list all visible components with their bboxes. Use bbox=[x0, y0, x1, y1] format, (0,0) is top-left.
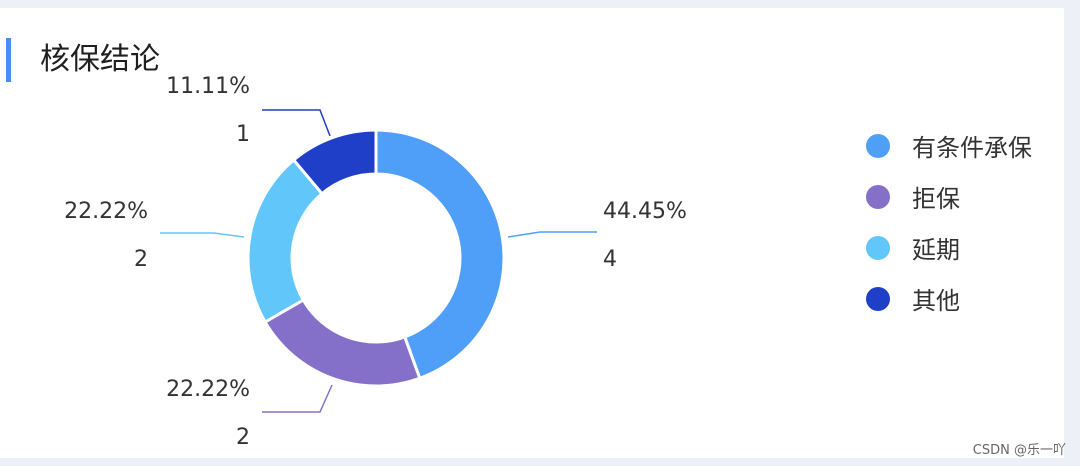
leader-line-2 bbox=[262, 384, 333, 413]
legend-dot-icon bbox=[866, 133, 890, 158]
donut-slice-1[interactable] bbox=[374, 128, 506, 381]
title-accent-bar bbox=[6, 38, 11, 82]
donut-slice-2[interactable] bbox=[263, 297, 422, 388]
watermark: CSDN @乐一吖 bbox=[972, 443, 1066, 458]
slice-percent-label: 22.22% bbox=[64, 199, 148, 224]
leader-line-1 bbox=[507, 231, 597, 238]
chart-legend: 有条件承保拒保延期其他 bbox=[866, 120, 1032, 324]
slice-value-label: 2 bbox=[236, 425, 250, 450]
legend-dot-icon bbox=[866, 286, 890, 311]
slice-percent-label: 11.11% bbox=[166, 74, 250, 99]
legend-label: 拒保 bbox=[912, 185, 960, 213]
leader-line-3 bbox=[160, 232, 245, 238]
donut-slice-3[interactable] bbox=[246, 157, 325, 325]
slice-value-label: 4 bbox=[603, 247, 617, 272]
legend-item-4[interactable]: 其他 bbox=[866, 273, 1032, 324]
slice-value-label: 1 bbox=[236, 122, 250, 147]
legend-item-1[interactable]: 有条件承保 bbox=[866, 120, 1032, 171]
slice-percent-label: 44.45% bbox=[603, 199, 687, 224]
leader-line-4 bbox=[262, 109, 331, 137]
legend-label: 有条件承保 bbox=[912, 134, 1032, 162]
slice-percent-label: 22.22% bbox=[166, 377, 250, 402]
legend-item-3[interactable]: 延期 bbox=[866, 222, 1032, 273]
legend-dot-icon bbox=[866, 184, 890, 209]
legend-dot-icon bbox=[866, 235, 890, 260]
legend-item-2[interactable]: 拒保 bbox=[866, 171, 1032, 222]
donut-slice-4[interactable] bbox=[291, 128, 378, 196]
legend-label: 其他 bbox=[912, 287, 960, 315]
legend-label: 延期 bbox=[912, 236, 960, 264]
chart-title: 核保结论 bbox=[40, 42, 160, 77]
slice-value-label: 2 bbox=[134, 247, 148, 272]
